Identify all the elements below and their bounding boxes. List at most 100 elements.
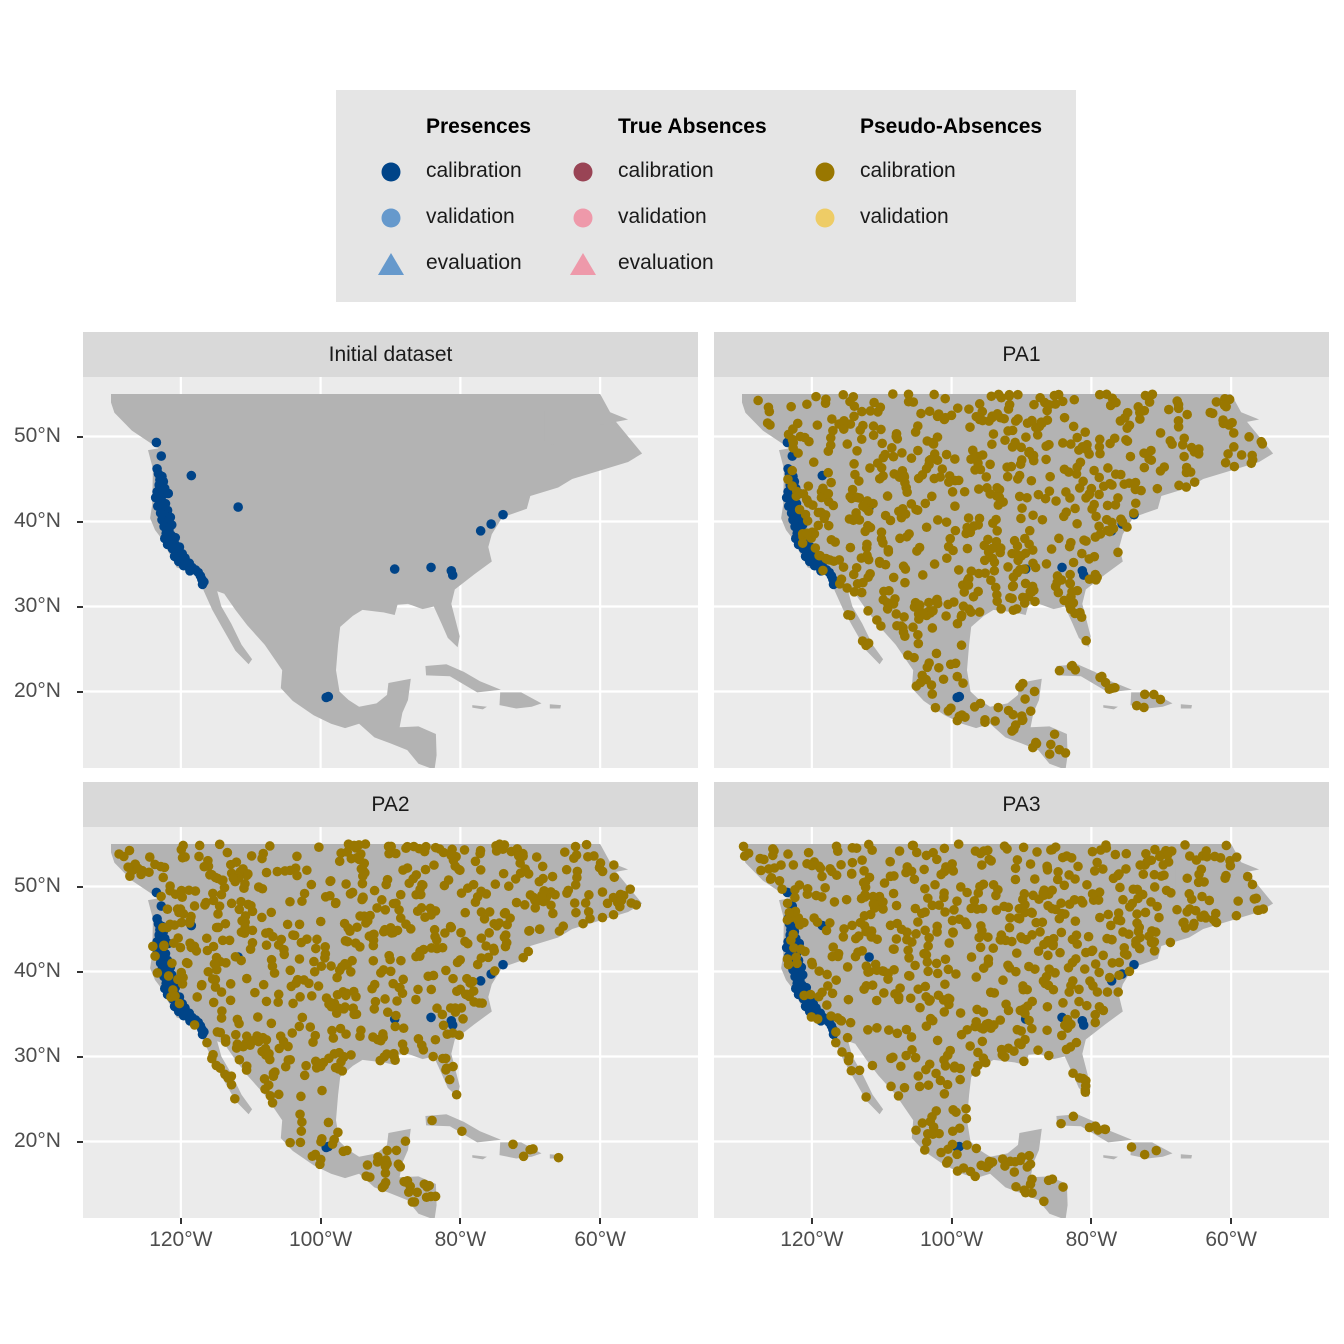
pseudo-absence-calibration-point — [217, 935, 228, 946]
pseudo-absence-calibration-point — [1068, 1111, 1079, 1122]
pseudo-absence-calibration-point — [211, 922, 222, 933]
pseudo-absence-calibration-point — [261, 867, 272, 878]
pseudo-absence-calibration-point — [1081, 1000, 1092, 1011]
pseudo-absence-calibration-point — [931, 596, 941, 606]
pseudo-absence-calibration-point — [756, 865, 766, 876]
pseudo-absence-calibration-point — [1003, 705, 1014, 716]
pseudo-absence-calibration-point — [891, 934, 902, 944]
pseudo-absence-calibration-point — [825, 918, 835, 928]
pseudo-absence-calibration-point — [823, 488, 834, 499]
pseudo-absence-calibration-point — [272, 866, 283, 877]
pseudo-absence-calibration-point — [863, 1025, 873, 1035]
pseudo-absence-calibration-point — [382, 1049, 392, 1059]
pseudo-absence-calibration-point — [995, 547, 1005, 558]
pseudo-absence-calibration-point — [432, 1003, 442, 1014]
pseudo-absence-calibration-point — [784, 907, 795, 918]
pseudo-absence-calibration-point — [381, 879, 391, 890]
pseudo-absence-calibration-point — [531, 852, 542, 862]
pseudo-absence-calibration-point — [518, 851, 528, 861]
pseudo-absence-calibration-point — [292, 870, 302, 881]
pseudo-absence-calibration-point — [1065, 569, 1075, 580]
pseudo-absence-calibration-point — [1106, 920, 1116, 931]
pseudo-absence-calibration-point — [144, 852, 155, 862]
pseudo-absence-calibration-point — [944, 477, 954, 487]
pseudo-absence-calibration-point — [530, 903, 541, 913]
pseudo-absence-calibration-point — [259, 1074, 270, 1084]
pseudo-absence-calibration-point — [441, 965, 451, 976]
pseudo-absence-calibration-point — [985, 459, 995, 470]
pseudo-absence-calibration-point — [865, 406, 876, 416]
pseudo-absence-calibration-point — [380, 1168, 391, 1178]
pseudo-absence-calibration-point — [584, 890, 594, 900]
pseudo-absence-calibration-point — [1015, 459, 1026, 470]
x-tick-label: 60°W — [1205, 1228, 1257, 1251]
pseudo-absence-calibration-point — [385, 954, 395, 965]
pseudo-absence-calibration-point — [1049, 390, 1060, 401]
pseudo-absence-calibration-point — [803, 498, 814, 508]
pseudo-absence-calibration-point — [316, 961, 327, 972]
pseudo-absence-calibration-point — [896, 1061, 906, 1072]
pseudo-absence-calibration-point — [946, 410, 957, 421]
pseudo-absence-calibration-point — [935, 1075, 946, 1086]
pseudo-absence-calibration-point — [240, 922, 250, 933]
pseudo-absence-calibration-point — [1082, 879, 1092, 890]
pseudo-absence-calibration-point — [843, 610, 853, 620]
facet-strip-title: Initial dataset — [83, 332, 698, 377]
pseudo-absence-calibration-point — [932, 927, 942, 937]
pseudo-absence-calibration-point — [1158, 860, 1169, 870]
pseudo-absence-calibration-point — [1019, 1056, 1029, 1067]
pseudo-absence-calibration-point — [361, 1171, 371, 1181]
pseudo-absence-calibration-point — [939, 414, 950, 425]
pseudo-absence-calibration-point — [860, 526, 871, 537]
pseudo-absence-calibration-point — [320, 942, 331, 952]
pseudo-absence-calibration-point — [597, 866, 608, 877]
pseudo-absence-calibration-point — [1155, 428, 1166, 438]
pseudo-absence-calibration-point — [958, 601, 969, 612]
pseudo-absence-calibration-point — [900, 631, 910, 642]
pseudo-absence-calibration-point — [521, 866, 531, 876]
pseudo-absence-calibration-point — [1114, 970, 1124, 981]
pseudo-absence-calibration-point — [1010, 1156, 1020, 1167]
pseudo-absence-calibration-point — [826, 477, 836, 488]
pseudo-absence-calibration-point — [1046, 845, 1056, 855]
pseudo-absence-calibration-point — [391, 848, 401, 859]
pseudo-absence-calibration-point — [158, 872, 169, 883]
pseudo-absence-calibration-point — [1223, 419, 1233, 429]
pseudo-absence-calibration-point — [1101, 514, 1112, 525]
pseudo-absence-calibration-point — [1094, 489, 1104, 500]
pseudo-absence-calibration-point — [1027, 1188, 1037, 1198]
pseudo-absence-calibration-point — [563, 885, 574, 896]
pseudo-absence-calibration-point — [224, 935, 235, 946]
pseudo-absence-calibration-point — [421, 1192, 432, 1203]
pseudo-absence-calibration-point — [386, 841, 397, 852]
pseudo-absence-calibration-point — [932, 968, 943, 979]
pseudo-absence-calibration-point — [1181, 462, 1192, 473]
pseudo-absence-calibration-point — [362, 1160, 373, 1170]
pseudo-absence-calibration-point — [508, 1139, 518, 1150]
pseudo-absence-calibration-point — [377, 895, 387, 905]
pseudo-absence-calibration-point — [332, 989, 343, 1000]
pseudo-absence-calibration-point — [863, 606, 873, 616]
pseudo-absence-calibration-point — [326, 961, 336, 971]
pseudo-absence-calibration-point — [1188, 921, 1199, 931]
pseudo-absence-calibration-point — [1194, 869, 1204, 880]
pseudo-absence-calibration-point — [1103, 463, 1113, 473]
pseudo-absence-calibration-point — [994, 492, 1005, 503]
pseudo-absence-calibration-point — [947, 487, 958, 497]
pseudo-absence-calibration-point — [885, 920, 896, 931]
pseudo-absence-calibration-point — [1219, 400, 1230, 411]
pseudo-absence-calibration-point — [554, 926, 565, 936]
pseudo-absence-calibration-point — [450, 1003, 461, 1013]
pseudo-absence-calibration-point — [1010, 863, 1021, 874]
pseudo-absence-calibration-point — [199, 861, 210, 872]
pseudo-absence-calibration-point — [986, 391, 997, 402]
pseudo-absence-calibration-point — [814, 861, 824, 871]
pseudo-absence-calibration-point — [1186, 442, 1197, 453]
pseudo-absence-calibration-point — [872, 934, 882, 945]
pseudo-absence-calibration-point — [257, 883, 268, 894]
pseudo-absence-calibration-point — [208, 941, 219, 952]
pseudo-absence-calibration-point — [305, 1022, 316, 1032]
pseudo-absence-calibration-point — [1014, 491, 1025, 502]
y-tick-mark — [77, 885, 83, 888]
presence-calibration-point — [1057, 562, 1067, 573]
